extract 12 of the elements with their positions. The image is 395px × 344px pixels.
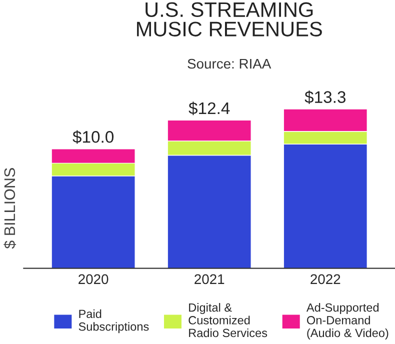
chart-title: U.S. STREAMING MUSIC REVENUES bbox=[137, 2, 322, 36]
chart-subtitle: Source: RIAA bbox=[188, 58, 272, 69]
annotation: $12.4 bbox=[188, 102, 230, 116]
x-tick-label: 2021 bbox=[194, 274, 224, 284]
legend-label: Paid Subscriptions bbox=[78, 309, 149, 334]
x-tick-label: 2020 bbox=[78, 274, 108, 284]
annotation: $10.0 bbox=[72, 130, 114, 144]
x-tick-label: 2022 bbox=[310, 274, 340, 284]
legend-label: Digital & Customized Radio Services bbox=[188, 303, 268, 338]
legend-label: Ad-Supported On-Demand (Audio & Video) bbox=[306, 303, 388, 340]
annotation: $13.3 bbox=[304, 90, 346, 104]
y-axis-title: $ BILLIONS bbox=[4, 168, 16, 249]
